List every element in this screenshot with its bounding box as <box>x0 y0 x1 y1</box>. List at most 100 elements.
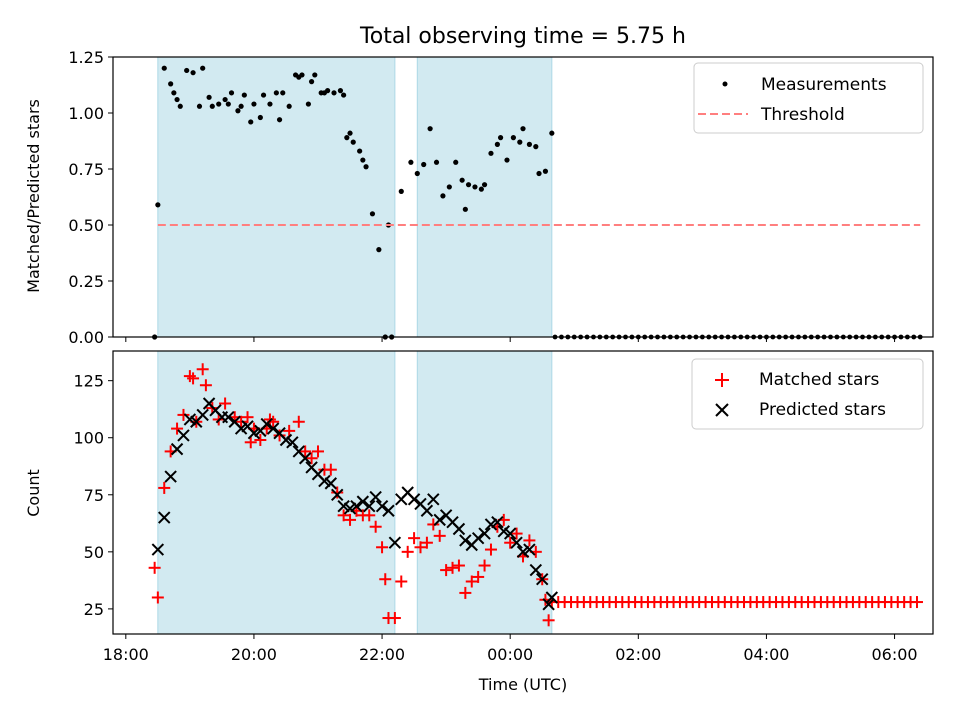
top-legend-box <box>693 62 924 134</box>
y-tick-label: 25 <box>84 600 104 619</box>
measurement-point <box>196 103 203 109</box>
measurement-point <box>206 94 212 100</box>
predicted-star-point <box>298 452 312 465</box>
top-shaded-regions <box>157 56 553 338</box>
matched-star-point <box>440 564 453 577</box>
measurement-point <box>168 81 174 87</box>
predicted-star-point <box>151 543 165 556</box>
x-tick-label: 00:00 <box>487 645 533 664</box>
y-tick-label: 75 <box>84 486 104 505</box>
measurement-point <box>276 117 283 123</box>
predicted-star-point <box>529 563 543 577</box>
top-panel: 0.00 0.25 0.50 0.75 1.00 1.25 Matched/Predict… <box>24 48 934 347</box>
measurement-point <box>414 170 420 177</box>
measurement-point <box>325 88 331 94</box>
matched-star-point <box>177 408 190 421</box>
matched-star-point <box>395 575 408 588</box>
measurement-point <box>280 90 286 96</box>
legend-label-predicted: Predicted stars <box>759 400 886 420</box>
predicted-star-point <box>164 470 177 483</box>
measurement-point <box>228 90 235 96</box>
predicted-star-point <box>491 515 504 529</box>
predicted-star-point <box>177 429 190 442</box>
measurement-point <box>200 65 206 71</box>
x-tick-label: 20:00 <box>231 645 277 664</box>
measurement-point <box>241 92 247 98</box>
measurement-point <box>299 72 305 78</box>
matched-star-point <box>196 363 209 376</box>
matched-star-point <box>369 520 382 533</box>
measurement-point <box>235 108 241 114</box>
predicted-star-point <box>382 504 395 517</box>
top-data-marks <box>152 65 923 340</box>
predicted-star-point <box>375 499 389 513</box>
predicted-star-point <box>433 513 446 527</box>
matched-star-point <box>420 536 433 549</box>
matched-star-point <box>158 481 171 494</box>
measurement-point <box>427 126 433 132</box>
measurement-point <box>497 135 504 141</box>
legend-label-measurements: Measurements <box>761 75 887 95</box>
measurement-point <box>536 170 542 177</box>
matched-star-point <box>241 411 254 424</box>
legend-marker-measurements <box>722 81 728 87</box>
predicted-star-point <box>222 410 235 424</box>
bottom-y-axis-label: Count <box>24 469 43 517</box>
measurement-point <box>363 164 369 170</box>
y-tick-label: 1.00 <box>68 104 104 123</box>
measurement-point <box>190 70 196 76</box>
x-tick-label: 02:00 <box>615 645 661 664</box>
bottom-legend: Matched stars Predicted stars <box>691 358 924 430</box>
measurement-point <box>440 193 446 199</box>
measurement-point <box>408 159 414 165</box>
predicted-star-point <box>350 499 363 513</box>
shaded-region-1 <box>157 350 396 635</box>
predicted-star-point <box>266 422 280 435</box>
matched-star-point <box>510 527 523 540</box>
measurement-point <box>225 101 231 107</box>
measurement-point <box>376 247 382 253</box>
measurement-point <box>209 103 215 109</box>
measurement-point <box>533 144 539 150</box>
measurement-point <box>488 150 494 156</box>
matched-star-point <box>337 509 350 522</box>
top-x-ticks <box>125 337 896 342</box>
matched-star-point <box>363 509 376 522</box>
predicted-star-point <box>459 534 472 547</box>
predicted-star-point <box>158 511 171 524</box>
measurement-point <box>517 139 523 145</box>
predicted-star-point <box>388 536 402 549</box>
top-axes-frame <box>112 56 934 338</box>
bottom-axes-frame <box>112 350 934 635</box>
measurement-point <box>398 188 404 194</box>
matched-star-point <box>484 543 497 556</box>
matched-star-point <box>151 591 164 604</box>
measurement-point <box>267 101 273 107</box>
measurement-point <box>421 161 427 168</box>
measurement-point <box>347 130 353 136</box>
measurement-point <box>286 103 292 109</box>
predicted-star-point <box>510 536 523 549</box>
x-tick-label: 18:00 <box>103 645 149 664</box>
bottom-shaded-regions <box>157 350 553 635</box>
measurement-point <box>504 157 510 163</box>
matched-star-point <box>401 545 414 558</box>
matched-star-point <box>388 612 401 625</box>
measurement-point <box>260 92 267 98</box>
x-axis-label: Time (UTC) <box>478 675 567 694</box>
measurement-point <box>350 139 356 145</box>
matched-star-point <box>148 561 161 574</box>
predicted-star-point <box>260 417 273 431</box>
predicted-star-point <box>286 436 299 449</box>
measurement-point <box>174 96 180 103</box>
matched-star-point <box>235 415 248 428</box>
y-tick-label: 125 <box>73 372 104 391</box>
measurement-point <box>472 184 478 190</box>
matched-star-point <box>446 561 459 574</box>
matched-star-point <box>199 379 212 392</box>
shaded-region-2 <box>416 350 553 635</box>
predicted-star-point <box>545 591 559 604</box>
predicted-star-point <box>420 504 434 517</box>
bottom-legend-box <box>691 358 924 430</box>
predicted-star-point <box>407 493 421 506</box>
